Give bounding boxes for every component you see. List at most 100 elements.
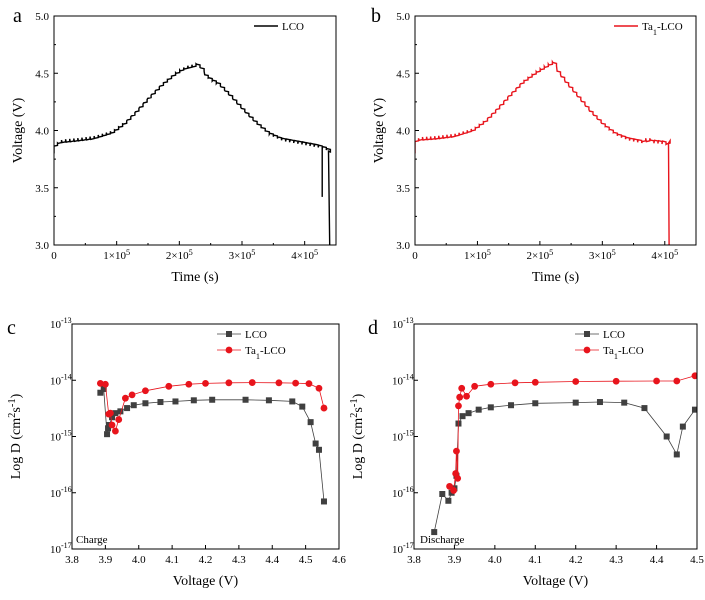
data-point bbox=[459, 413, 466, 420]
legend-label: LCO bbox=[282, 21, 304, 33]
data-point bbox=[465, 410, 472, 417]
data-point bbox=[691, 406, 697, 413]
data-point bbox=[453, 447, 460, 455]
x-tick-label: 4.4 bbox=[650, 554, 664, 566]
x-axis-title: Voltage (V) bbox=[523, 574, 589, 589]
series-line-LCO bbox=[433, 401, 696, 533]
data-point bbox=[275, 379, 283, 387]
x-tick-label: 4.4 bbox=[265, 554, 279, 566]
data-point bbox=[122, 394, 129, 402]
x-tick-label: 4.2 bbox=[569, 554, 583, 566]
data-point bbox=[185, 380, 193, 388]
x-tick-label: 4.0 bbox=[132, 554, 146, 566]
x-tick-label: 3×105 bbox=[589, 248, 616, 263]
y-tick-label: 3.0 bbox=[35, 240, 49, 252]
data-point bbox=[445, 497, 452, 504]
panel-letter: a bbox=[13, 5, 22, 27]
data-point bbox=[511, 379, 519, 387]
y-tick-label: 5.0 bbox=[35, 11, 49, 23]
x-tick-label: 4.3 bbox=[609, 554, 623, 566]
y-tick-label: 10-14 bbox=[50, 372, 72, 387]
legend-label: Ta1-LCO bbox=[245, 345, 286, 361]
data-point bbox=[673, 377, 681, 385]
y-tick-label: 3.5 bbox=[35, 183, 49, 195]
x-tick-label: 4.3 bbox=[232, 554, 246, 566]
x-tick-label: 4×105 bbox=[291, 248, 318, 263]
y-tick-label: 10-14 bbox=[392, 372, 414, 387]
plot-area bbox=[96, 379, 328, 505]
x-tick-label: 3.8 bbox=[65, 554, 79, 566]
plot-frame bbox=[53, 15, 337, 246]
y-tick-label: 10-13 bbox=[392, 316, 414, 331]
y-tick-label: 10-13 bbox=[50, 316, 72, 331]
x-tick-label: 3.8 bbox=[407, 554, 421, 566]
data-point bbox=[190, 397, 197, 404]
x-tick-label: 4.2 bbox=[199, 554, 213, 566]
x-tick-label: 4.5 bbox=[299, 554, 313, 566]
data-point bbox=[96, 379, 104, 387]
y-tick-label: 4.5 bbox=[35, 68, 49, 80]
data-point bbox=[508, 402, 515, 409]
plot-area bbox=[415, 59, 671, 245]
legend-label: Ta1-LCO bbox=[642, 21, 683, 37]
y-tick-label: 3.0 bbox=[396, 240, 410, 252]
legend-marker bbox=[583, 346, 591, 354]
series-line-Ta₁-LCO bbox=[415, 59, 671, 245]
data-point bbox=[299, 403, 306, 410]
data-point bbox=[117, 408, 124, 415]
data-point bbox=[111, 427, 119, 435]
y-axis-title: Voltage (V) bbox=[11, 97, 26, 163]
x-tick-label: 0 bbox=[51, 250, 57, 262]
x-tick-label: 3.9 bbox=[448, 554, 462, 566]
data-point bbox=[130, 402, 137, 409]
panel-annotation: Discharge bbox=[420, 534, 465, 546]
data-point bbox=[289, 398, 296, 405]
series-line-Ta₁-LCO bbox=[449, 375, 696, 492]
data-point bbox=[663, 433, 670, 440]
y-tick-label: 10-15 bbox=[50, 429, 72, 444]
data-point bbox=[265, 397, 272, 404]
x-tick-label: 4×105 bbox=[651, 248, 678, 263]
x-tick-label: 2×105 bbox=[526, 248, 553, 263]
legend-label: LCO bbox=[245, 329, 267, 341]
data-point bbox=[209, 396, 216, 403]
data-point bbox=[108, 421, 116, 429]
x-tick-label: 1×105 bbox=[464, 248, 491, 263]
y-tick-label: 5.0 bbox=[396, 11, 410, 23]
data-point bbox=[312, 440, 319, 447]
panel-a: a 0 1×105 2×105 3×105 4×105 3.0 3.5 4.0 4.5 5.0 Tim… bbox=[11, 5, 337, 285]
data-point bbox=[320, 404, 328, 412]
data-point bbox=[475, 406, 482, 413]
y-tick-label: 4.0 bbox=[396, 126, 410, 138]
data-point bbox=[450, 487, 458, 494]
data-point bbox=[431, 529, 438, 536]
data-point bbox=[463, 392, 470, 400]
data-point bbox=[621, 399, 628, 406]
x-tick-label: 4.1 bbox=[528, 554, 542, 566]
data-point bbox=[97, 389, 104, 396]
data-point bbox=[124, 405, 131, 412]
x-axis-title: Time (s) bbox=[171, 270, 219, 285]
data-point bbox=[653, 377, 660, 385]
y-tick-label: 10-16 bbox=[392, 485, 414, 500]
data-point bbox=[292, 379, 300, 387]
plot-area bbox=[54, 62, 332, 245]
data-point bbox=[458, 384, 466, 392]
data-point bbox=[142, 400, 149, 407]
data-point bbox=[248, 379, 256, 386]
data-point bbox=[106, 409, 114, 417]
data-point bbox=[471, 382, 479, 390]
data-point bbox=[320, 498, 327, 505]
y-tick-label: 4.0 bbox=[35, 126, 49, 138]
y-tick-label: 3.5 bbox=[396, 183, 410, 195]
data-point bbox=[165, 382, 173, 390]
x-tick-label: 4.0 bbox=[488, 554, 502, 566]
data-point bbox=[202, 379, 209, 387]
legend-label: LCO bbox=[603, 329, 625, 341]
data-point bbox=[112, 410, 119, 417]
plot-area bbox=[431, 372, 697, 536]
panel-letter: c bbox=[7, 317, 16, 339]
x-tick-label: 4.5 bbox=[690, 554, 704, 566]
legend-marker bbox=[226, 331, 232, 337]
